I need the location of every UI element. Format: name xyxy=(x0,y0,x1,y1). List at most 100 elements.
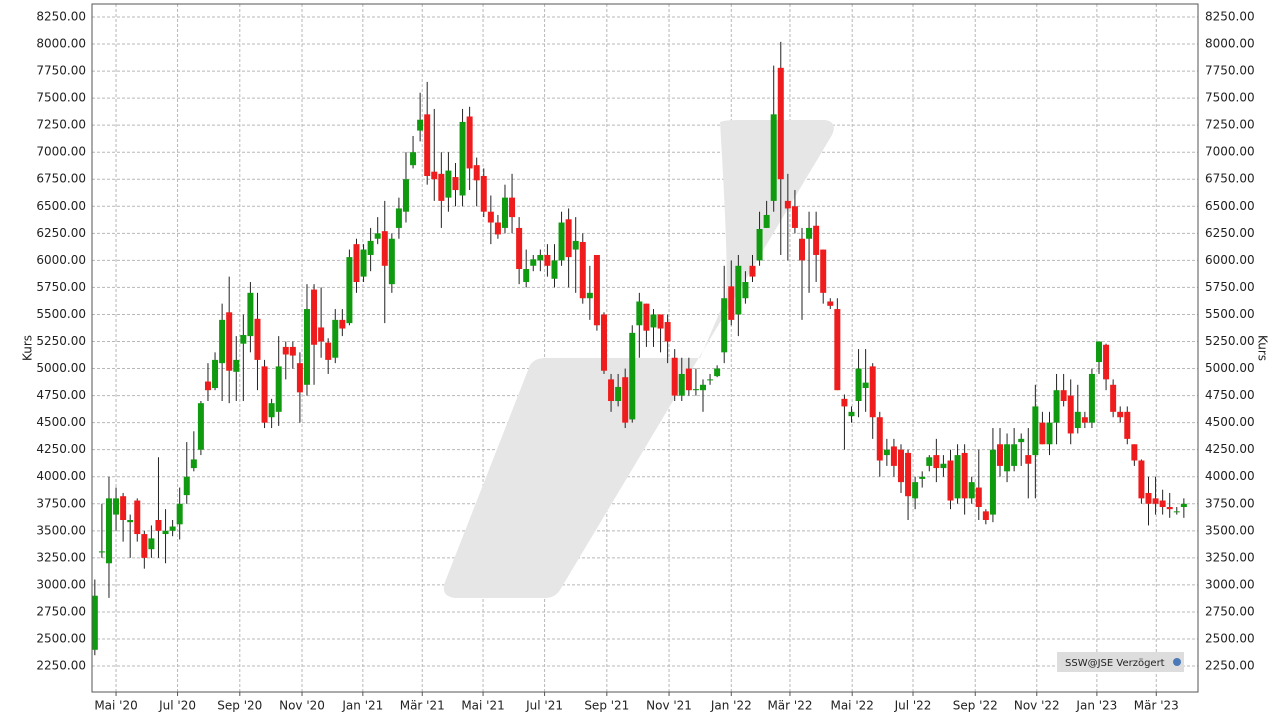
y2-tick-label: 4500.00 xyxy=(1205,415,1255,429)
candle-body xyxy=(480,176,487,212)
y-tick-label: 4500.00 xyxy=(36,415,86,429)
candle-body xyxy=(622,377,629,423)
y2-tick-label: 7000.00 xyxy=(1205,145,1255,159)
candle-body xyxy=(1131,444,1138,461)
x-tick-label: Jul '21 xyxy=(525,699,563,713)
candle-body xyxy=(975,487,982,508)
candle-body xyxy=(586,292,593,299)
y-tick-label: 5750.00 xyxy=(36,280,86,294)
y-tick-label: 2500.00 xyxy=(36,631,86,645)
candle-body xyxy=(912,482,919,499)
candle-body xyxy=(127,520,134,523)
x-tick-label: Jan '21 xyxy=(341,699,383,713)
x-tick-label: Mär '23 xyxy=(1134,699,1179,713)
y-tick-label: 2750.00 xyxy=(36,604,86,618)
x-tick-label: Nov '20 xyxy=(279,699,325,713)
candle-body xyxy=(332,319,339,358)
candle-body xyxy=(1180,503,1187,508)
source-badge xyxy=(1057,652,1184,672)
candle-body xyxy=(636,301,643,326)
candle-body xyxy=(848,411,855,417)
candle-body xyxy=(579,241,586,299)
y-tick-label: 2250.00 xyxy=(36,659,86,673)
candle-body xyxy=(961,452,968,499)
candle-body xyxy=(466,116,473,169)
candle-body xyxy=(494,222,501,235)
candle-body xyxy=(91,595,98,650)
candle-body xyxy=(615,386,622,402)
candle-body xyxy=(770,114,777,201)
y2-tick-label: 5250.00 xyxy=(1205,334,1255,348)
candle-body xyxy=(869,366,876,418)
candle-body xyxy=(459,121,466,196)
y2-tick-label: 3750.00 xyxy=(1205,496,1255,510)
candle-body xyxy=(763,214,770,228)
candle-body xyxy=(989,449,996,515)
y2-tick-label: 4250.00 xyxy=(1205,442,1255,456)
y2-tick-label: 8250.00 xyxy=(1205,9,1255,23)
y2-tick-label: 7750.00 xyxy=(1205,64,1255,78)
candle-body xyxy=(445,170,452,198)
candle-body xyxy=(155,520,162,531)
candle-body xyxy=(282,346,289,355)
candle-body xyxy=(954,455,961,499)
candle-body xyxy=(537,254,544,261)
candle-body xyxy=(742,282,749,299)
candle-body xyxy=(381,231,388,266)
candle-body xyxy=(303,309,310,385)
candle-body xyxy=(240,335,247,344)
y2-tick-label: 5000.00 xyxy=(1205,361,1255,375)
y-tick-label: 3000.00 xyxy=(36,577,86,591)
candle-body xyxy=(905,452,912,497)
candle-body xyxy=(657,314,664,329)
candle-body xyxy=(1081,417,1088,423)
candle-body xyxy=(806,227,813,239)
candle-body xyxy=(820,249,827,293)
candle-body xyxy=(516,227,523,270)
candle-body xyxy=(1095,341,1102,363)
candle-body xyxy=(883,449,890,456)
candle-body xyxy=(233,359,240,372)
y2-tick-label: 3000.00 xyxy=(1205,577,1255,591)
candle-body xyxy=(1110,384,1117,412)
candle-body xyxy=(424,114,431,176)
candle-body xyxy=(919,476,926,479)
candle-body xyxy=(551,260,558,279)
y-tick-label: 7500.00 xyxy=(36,91,86,105)
candle-body xyxy=(721,298,728,353)
candle-body xyxy=(169,526,176,531)
candle-body xyxy=(530,259,537,266)
candle-body xyxy=(798,238,805,261)
candle-body xyxy=(197,403,204,450)
candle-body xyxy=(346,257,353,324)
candle-body xyxy=(600,314,607,371)
candle-body xyxy=(707,379,714,381)
y-tick-label: 3750.00 xyxy=(36,496,86,510)
y2-tick-label: 6500.00 xyxy=(1205,199,1255,213)
candle-body xyxy=(1173,511,1180,513)
candle-body xyxy=(756,229,763,261)
candle-body xyxy=(113,498,120,515)
candle-body xyxy=(190,459,197,469)
y-tick-label: 8000.00 xyxy=(36,37,86,51)
candle-body xyxy=(735,265,742,315)
plot-frame xyxy=(91,3,1199,693)
x-tick-label: Mär '21 xyxy=(400,699,445,713)
x-tick-label: Mär '22 xyxy=(767,699,812,713)
y-tick-label: 5500.00 xyxy=(36,307,86,321)
candle-body xyxy=(1124,411,1131,439)
candle-body xyxy=(212,359,219,389)
y-tick-label: 6750.00 xyxy=(36,172,86,186)
candle-body xyxy=(162,530,169,535)
candle-body xyxy=(813,225,820,255)
candle-body xyxy=(643,303,650,331)
candle-body xyxy=(1152,498,1159,504)
candle-body xyxy=(1025,455,1032,464)
candle-body xyxy=(841,398,848,407)
candle-body xyxy=(374,233,381,239)
y-tick-label: 4000.00 xyxy=(36,469,86,483)
candle-body xyxy=(339,319,346,329)
y2-tick-label: 6250.00 xyxy=(1205,226,1255,240)
candle-body xyxy=(650,314,657,328)
